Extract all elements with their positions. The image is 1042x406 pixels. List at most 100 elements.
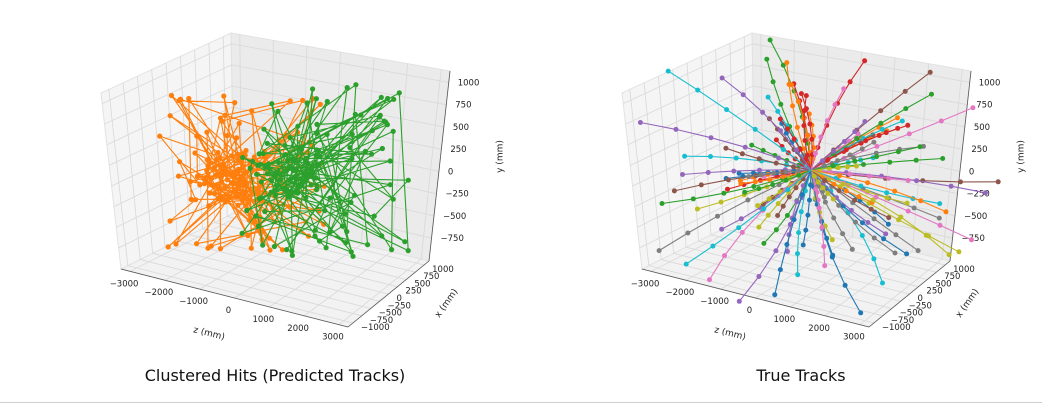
hit-point bbox=[745, 197, 751, 203]
hit-point bbox=[861, 162, 866, 167]
hit-point bbox=[898, 214, 904, 220]
hit-point bbox=[761, 240, 767, 246]
z-axis-label: z (mm) bbox=[192, 325, 226, 342]
y-tick-label: 500 bbox=[974, 123, 990, 133]
hit-point bbox=[264, 171, 270, 177]
hit-point bbox=[791, 164, 796, 170]
hit-point bbox=[378, 94, 384, 100]
hit-point bbox=[348, 199, 354, 205]
hit-point bbox=[204, 129, 210, 135]
hit-point bbox=[268, 178, 275, 184]
hit-point bbox=[236, 120, 242, 126]
true-track bbox=[810, 119, 868, 171]
hit-point bbox=[715, 213, 720, 219]
hit-point bbox=[211, 165, 217, 171]
hit-point bbox=[284, 167, 290, 173]
hit-point bbox=[914, 178, 919, 184]
hit-point bbox=[224, 177, 230, 183]
hit-point bbox=[738, 216, 744, 222]
hit-point bbox=[233, 193, 239, 199]
track-line bbox=[810, 169, 909, 182]
true-track bbox=[810, 169, 949, 215]
track-line bbox=[810, 169, 972, 241]
hit-point bbox=[801, 123, 807, 129]
hit-point bbox=[853, 219, 858, 225]
grid-line bbox=[643, 82, 883, 317]
hit-point bbox=[235, 202, 241, 208]
true-track bbox=[801, 93, 812, 171]
x-tick-label: 1000 bbox=[953, 265, 975, 275]
track-line bbox=[802, 169, 812, 246]
hit-point bbox=[215, 184, 221, 190]
hit-point bbox=[801, 108, 807, 114]
x-tick-label: −1000 bbox=[361, 323, 390, 333]
track-line bbox=[810, 169, 826, 266]
hit-point bbox=[339, 223, 345, 229]
hit-point bbox=[168, 92, 175, 99]
hit-point bbox=[271, 243, 277, 250]
hit-point bbox=[233, 180, 239, 187]
hit-point bbox=[899, 118, 905, 124]
hit-point bbox=[789, 140, 795, 145]
hit-point bbox=[858, 183, 864, 189]
y-tick-label: 500 bbox=[453, 123, 469, 133]
y-tick-label: −500 bbox=[443, 212, 466, 222]
gridlines bbox=[102, 34, 449, 326]
hit-point bbox=[718, 199, 724, 205]
hit-point bbox=[800, 242, 806, 248]
track-line bbox=[685, 169, 812, 265]
hit-point bbox=[165, 244, 171, 250]
hit-point bbox=[808, 182, 813, 188]
hit-point bbox=[312, 227, 318, 233]
hit-point bbox=[240, 154, 246, 161]
grid-line bbox=[630, 106, 963, 166]
hit-point bbox=[813, 186, 819, 192]
true-track bbox=[723, 145, 812, 171]
hit-point bbox=[791, 136, 797, 142]
z-tick-label: −3000 bbox=[631, 279, 660, 289]
hit-point bbox=[177, 96, 183, 102]
hit-point bbox=[396, 90, 402, 96]
hit-point bbox=[829, 237, 835, 243]
x-tick-label: −1000 bbox=[882, 323, 911, 333]
hit-point bbox=[780, 203, 786, 209]
hit-point bbox=[821, 194, 827, 200]
hit-point bbox=[893, 232, 899, 238]
hit-point bbox=[830, 163, 836, 169]
y-axis-line bbox=[949, 70, 972, 262]
hit-point bbox=[247, 165, 253, 171]
hit-point bbox=[859, 146, 865, 152]
hit-point bbox=[167, 218, 173, 224]
x-tick-label: 500 bbox=[414, 279, 430, 289]
hit-point bbox=[749, 142, 755, 148]
hit-point bbox=[290, 155, 296, 161]
predicted-tracks-caption: Clustered Hits (Predicted Tracks) bbox=[144, 366, 406, 385]
z-tick-label: 2000 bbox=[808, 324, 830, 334]
x-axis-line bbox=[868, 260, 951, 328]
hit-point bbox=[835, 165, 841, 171]
hit-point bbox=[970, 105, 976, 111]
hit-point bbox=[871, 139, 877, 145]
hit-point bbox=[832, 102, 838, 108]
hit-point bbox=[946, 252, 952, 258]
hit-point bbox=[795, 272, 801, 278]
hit-point bbox=[837, 173, 843, 179]
hit-point bbox=[736, 298, 742, 304]
hit-point bbox=[752, 179, 758, 185]
hit-point bbox=[258, 161, 264, 167]
hit-point bbox=[220, 197, 226, 203]
hit-point bbox=[266, 165, 272, 172]
tick-labels: −3000−2000−10000100020003000−1000−750−50… bbox=[110, 78, 480, 342]
true-track bbox=[683, 169, 812, 267]
hit-point bbox=[314, 183, 320, 189]
hit-point bbox=[275, 159, 282, 166]
hit-point bbox=[884, 190, 890, 196]
hit-point bbox=[883, 231, 889, 237]
hit-point bbox=[756, 186, 762, 192]
z-tick-label: 0 bbox=[747, 306, 752, 316]
grid-line bbox=[650, 34, 764, 272]
hit-point bbox=[807, 121, 813, 127]
hit-point bbox=[387, 182, 393, 188]
hit-point bbox=[937, 222, 943, 228]
